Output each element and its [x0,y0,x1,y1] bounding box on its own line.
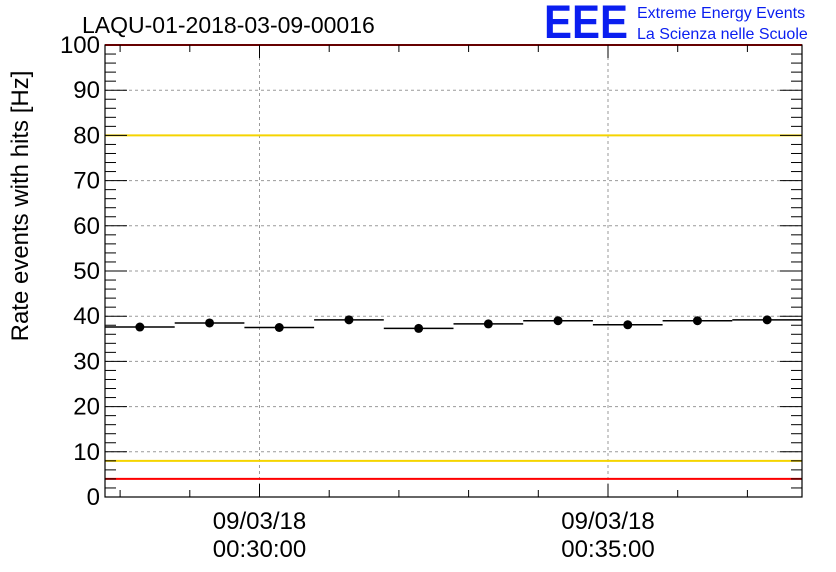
logo-mark: EEE [544,0,628,48]
data-point [344,315,354,325]
data-point [692,316,702,326]
reference-lines [105,44,802,480]
data-point [205,318,215,328]
data-points [105,315,802,333]
x-tick-time-label: 00:30:00 [213,536,306,563]
y-tick-label: 10 [73,439,100,466]
data-point [274,323,284,332]
y-tick-label: 0 [87,484,100,511]
data-point [623,320,633,330]
data-point [483,319,493,329]
y-tick-label: 100 [60,32,100,59]
data-point [414,323,424,333]
y-tick-label: 70 [73,168,100,195]
y-tick-label: 90 [73,77,100,104]
x-tick-time-label: 00:35:00 [561,536,654,563]
chart-title: LAQU-01-2018-03-09-00016 [82,12,375,38]
y-tick-label: 40 [73,303,100,330]
x-tick-date-label: 09/03/18 [561,508,654,535]
grid [105,45,802,497]
data-point [553,316,563,326]
eee-logo: EEE Extreme Energy Events La Scienza nel… [544,0,808,48]
plot-frame [104,44,803,498]
y-tick-label: 60 [73,213,100,240]
y-tick-label: 30 [73,348,100,375]
x-tick-date-label: 09/03/18 [213,508,306,535]
logo-line1: Extreme Energy Events [637,5,805,22]
y-axis-label: Rate events with hits [Hz] [7,71,34,342]
y-axis-ticks: 0 10 20 30 40 50 60 70 80 90 100 [60,32,802,511]
data-point [762,315,772,325]
logo-line2: La Scienza nelle Scuole [637,26,808,43]
y-tick-label: 50 [73,258,100,285]
data-point [135,322,145,332]
y-tick-label: 20 [73,394,100,421]
y-tick-label: 80 [73,122,100,149]
